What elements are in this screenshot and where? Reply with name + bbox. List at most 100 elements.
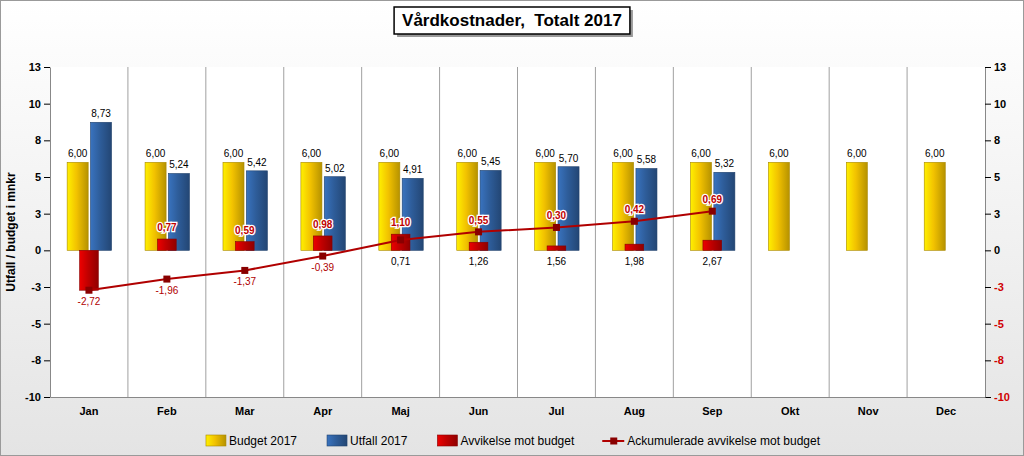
tick-label: -8 — [994, 354, 1004, 366]
tick-label: 5 — [35, 171, 41, 183]
marker — [475, 228, 482, 235]
bar — [91, 122, 112, 250]
tick-label: 10 — [994, 98, 1006, 110]
bar — [924, 162, 945, 250]
bar — [246, 171, 267, 250]
y-axis-title: Utfall / budget i mnkr — [4, 172, 18, 292]
data-label: 8,73 — [91, 108, 111, 119]
tick: 10 — [985, 98, 1006, 110]
tick: 0 — [985, 244, 1000, 256]
tick: 10 — [29, 98, 50, 110]
data-label: 5,70 — [559, 153, 579, 164]
tick: -5 — [985, 318, 1004, 330]
grid-line — [829, 67, 830, 397]
bar — [313, 236, 332, 250]
tick-label: 13 — [29, 61, 41, 73]
title: Vårdkostnader, Totalt 2017 — [402, 11, 622, 30]
tick-mark — [985, 67, 991, 68]
tick: -10 — [25, 391, 50, 403]
tick-mark — [44, 177, 50, 178]
tick-mark — [44, 324, 50, 325]
bar — [846, 162, 867, 250]
data-label: -1,37 — [233, 276, 256, 287]
data-label: 6,00 — [847, 148, 867, 159]
title-group: Vårdkostnader, Totalt 2017 — [394, 7, 633, 37]
tick-mark — [44, 140, 50, 141]
data-label: 5,02 — [325, 163, 345, 174]
marker — [709, 208, 716, 215]
data-label: 6,00 — [613, 148, 633, 159]
data-label: 6,00 — [535, 148, 555, 159]
tick-label: 13 — [994, 61, 1006, 73]
line — [89, 211, 712, 290]
plot-area — [50, 67, 985, 397]
tick: Jan — [79, 405, 98, 417]
data-label: 0,98 — [313, 219, 333, 230]
bar — [535, 162, 556, 250]
data-label: 5,58 — [637, 154, 657, 165]
tick-mark — [985, 214, 991, 215]
tick: Feb — [157, 405, 177, 417]
tick: -3 — [985, 281, 1004, 293]
bar — [235, 242, 254, 251]
tick-mark — [985, 324, 991, 325]
tick-mark — [44, 67, 50, 68]
legend-item: Avvikelse mot budget — [437, 434, 575, 448]
bar — [714, 172, 735, 250]
tick-label: -5 — [31, 318, 41, 330]
bar — [80, 250, 99, 290]
grid-line — [907, 67, 908, 397]
marks — [67, 122, 945, 293]
tick: 5 — [35, 171, 50, 183]
bar — [690, 162, 711, 250]
grid-line — [439, 67, 440, 397]
tick-label: 0 — [994, 244, 1000, 256]
tick-mark — [985, 104, 991, 105]
axis-line — [50, 68, 51, 398]
tick-label: 8 — [994, 134, 1000, 146]
data-label: -2,72 — [78, 296, 101, 307]
grid-line — [517, 67, 518, 397]
data-label: 6,00 — [458, 148, 478, 159]
tick-label: 3 — [35, 208, 41, 220]
grid-line — [361, 67, 362, 397]
tick-mark — [985, 177, 991, 178]
legend-swatch — [327, 435, 347, 446]
bar — [703, 240, 722, 250]
tick: 8 — [35, 134, 50, 146]
grid-line — [751, 67, 752, 397]
axis-line — [985, 68, 986, 398]
data-label: 6,00 — [925, 148, 945, 159]
data-label: 1,10 — [391, 217, 411, 228]
axis-line — [51, 397, 986, 398]
marker — [631, 218, 638, 225]
data-label: 5,45 — [481, 156, 501, 167]
tick: 5 — [985, 171, 1000, 183]
tick: Aug — [624, 405, 645, 417]
tick-mark — [44, 397, 50, 398]
tick-label: Dec — [936, 405, 956, 417]
tick-label: -8 — [31, 354, 41, 366]
legend-label: Ackumulerade avvikelse mot budget — [627, 434, 820, 448]
marker — [397, 236, 404, 243]
legend-swatch — [610, 438, 617, 445]
data-label: 6,00 — [224, 148, 244, 159]
tick: -8 — [31, 354, 50, 366]
legend: Budget 2017Utfall 2017Avvikelse mot budg… — [206, 434, 821, 448]
data-label: 0,42 — [625, 204, 645, 215]
tick-label: 3 — [994, 208, 1000, 220]
tick: 13 — [985, 61, 1006, 73]
tick: 13 — [29, 61, 50, 73]
tick-label: Maj — [391, 405, 409, 417]
marker — [319, 253, 326, 260]
data-label: 5,24 — [169, 159, 189, 170]
data-label: 2,67 — [703, 256, 723, 267]
data-label: 4,91 — [403, 164, 423, 175]
tick-label: Nov — [858, 405, 880, 417]
grid-line — [127, 67, 128, 397]
bar — [480, 170, 501, 250]
data-label: 1,26 — [469, 256, 489, 267]
tick: Okt — [781, 405, 800, 417]
tick-mark — [985, 140, 991, 141]
background — [1, 1, 1024, 456]
